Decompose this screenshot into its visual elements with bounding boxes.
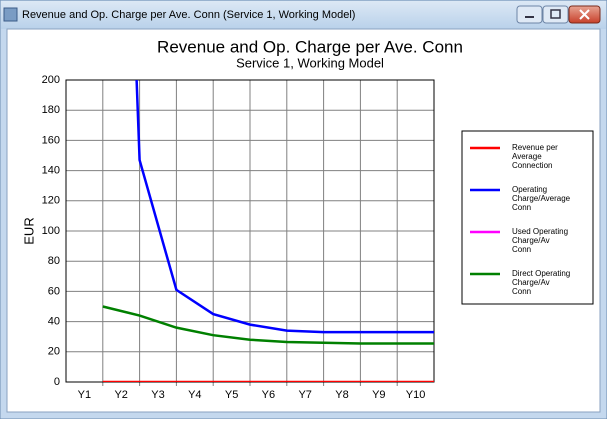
x-tick-label: Y10 [406, 389, 426, 401]
legend-label: Operating [512, 185, 547, 194]
legend-label: Connection [512, 161, 552, 170]
series-line [102, 305, 434, 345]
y-tick-label: 180 [42, 104, 60, 116]
legend-label: Charge/Av [512, 278, 550, 287]
x-tick-label: Y7 [298, 389, 311, 401]
legend-label: Direct Operating [512, 269, 570, 278]
close-icon [579, 9, 590, 20]
legend-label: Charge/Average [512, 194, 571, 203]
y-tick-label: 200 [42, 74, 60, 86]
x-tick-label: Y6 [262, 389, 275, 401]
window-title: Revenue and Op. Charge per Ave. Conn (Se… [22, 9, 355, 21]
y-tick-label: 80 [48, 255, 60, 267]
maximize-icon [550, 9, 561, 19]
title-bar [1, 1, 606, 29]
x-tick-label: Y9 [372, 389, 385, 401]
y-tick-label: 120 [42, 195, 60, 207]
legend-label: Conn [512, 287, 531, 296]
x-tick-label: Y1 [78, 389, 91, 401]
y-tick-label: 100 [42, 225, 60, 237]
y-axis-label: EUR [21, 217, 36, 244]
legend-label: Conn [512, 245, 531, 254]
y-tick-label: 40 [48, 316, 60, 328]
y-tick-label: 0 [54, 376, 60, 388]
plot [102, 80, 434, 382]
chart-subtitle: Service 1, Working Model [236, 55, 384, 70]
y-tick-label: 20 [48, 346, 60, 358]
series-line [135, 80, 434, 334]
x-tick-label: Y2 [114, 389, 127, 401]
legend-label: Average [512, 152, 542, 161]
chart-title: Revenue and Op. Charge per Ave. Conn [157, 37, 463, 56]
y-tick-label: 160 [42, 134, 60, 146]
legend-label: Revenue per [512, 143, 558, 152]
legend-label: Used Operating [512, 227, 568, 236]
minimize-icon [525, 16, 534, 18]
x-tick-label: Y3 [151, 389, 164, 401]
x-tick-label: Y4 [188, 389, 201, 401]
legend-label: Charge/Av [512, 236, 550, 245]
y-tick-label: 140 [42, 165, 60, 177]
x-tick-label: Y5 [225, 389, 238, 401]
x-tick-label: Y8 [335, 389, 348, 401]
legend-label: Conn [512, 203, 531, 212]
app-icon [3, 7, 18, 22]
y-tick-label: 60 [48, 285, 60, 297]
minimize-button[interactable] [516, 5, 543, 24]
maximize-button[interactable] [542, 5, 569, 24]
